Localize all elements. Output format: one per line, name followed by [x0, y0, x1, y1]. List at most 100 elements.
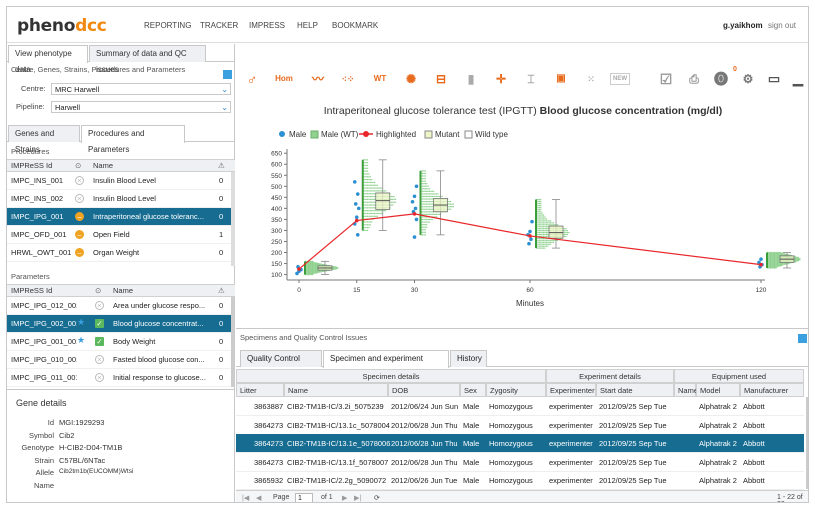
tab-quality-control[interactable]: Quality Control issues	[240, 350, 322, 379]
tab-specimen-details[interactable]: Specimen and experiment details	[323, 350, 449, 379]
ipgtt-chart[interactable]: Intraperitoneal glucose tolerance test (…	[236, 96, 809, 326]
logo[interactable]: phenodcc	[17, 16, 107, 36]
nav-tracker[interactable]: TRACKER	[200, 21, 239, 30]
panel-toggle-icon[interactable]	[223, 70, 232, 79]
highlighted-point[interactable]	[759, 262, 763, 267]
procedure-row[interactable]: IMPC_INS_002 × Insulin Blood Level 0	[7, 190, 231, 208]
box-plot-icon[interactable]: ⊟	[435, 72, 447, 86]
parameter-row[interactable]: IMPC_IPG_010_001 × Fasted blood glucose co…	[7, 351, 231, 369]
mutant-point[interactable]	[530, 219, 534, 224]
statistics-icon[interactable]: ▣	[556, 73, 566, 84]
settings-icon[interactable]: ⚙	[742, 72, 754, 86]
page-input[interactable]: 1	[295, 493, 313, 502]
column-header[interactable]: Experimenter	[546, 383, 596, 397]
tab-summary-qc[interactable]: Summary of data and QC issues	[89, 45, 206, 74]
column-header[interactable]: Start date	[596, 383, 674, 397]
mutant-point[interactable]	[355, 192, 360, 196]
highlighted-point[interactable]	[528, 234, 532, 238]
error-bar-icon[interactable]: ⌶	[527, 72, 535, 86]
mutant-point[interactable]	[352, 180, 357, 184]
swarm-icon[interactable]: ✺	[405, 72, 417, 86]
parameter-row[interactable]: IMPC_IPG_012_001 × Area under glucose resp…	[7, 297, 231, 315]
line-chart-icon[interactable]: 〰	[311, 72, 324, 86]
mutant-point[interactable]	[527, 241, 531, 246]
highlighted-point[interactable]	[297, 267, 301, 271]
points-icon[interactable]: ⁙	[587, 74, 595, 84]
mutant-point[interactable]	[529, 237, 533, 242]
column-header[interactable]: Name	[284, 383, 388, 397]
panel-toggle-icon[interactable]	[798, 334, 807, 343]
col-impress-id[interactable]: IMPReSS Id	[11, 286, 53, 295]
mutant-point[interactable]	[355, 233, 360, 237]
procedure-row[interactable]: IMPC_IPG_001 – Intraperitoneal glucose tol…	[7, 208, 231, 226]
mutant-point[interactable]	[414, 217, 419, 222]
highlighted-point[interactable]	[354, 218, 359, 223]
mutant-point[interactable]	[353, 202, 358, 206]
centre-select[interactable]: MRC Harwell ⌄	[51, 83, 231, 95]
male-filter-icon[interactable]: ♂	[246, 71, 258, 87]
column-header[interactable]: DOB	[388, 383, 460, 397]
last-page-icon[interactable]: ▶|	[354, 495, 362, 502]
mutant-point[interactable]	[412, 194, 417, 199]
alert-icon[interactable]: ⓿	[714, 71, 728, 87]
star-icon[interactable]: ★	[77, 317, 86, 327]
bar-chart-icon[interactable]: ▮	[467, 72, 475, 86]
col-name[interactable]: Name	[113, 286, 134, 295]
refresh-icon[interactable]: ⟳	[374, 495, 380, 502]
mutant-point[interactable]	[413, 206, 418, 211]
table-row[interactable]: 3863887 CIB2-TM1B-IC/3.2i_5075239 2012/06/…	[236, 397, 804, 416]
checkbox-icon[interactable]: ☑	[659, 71, 673, 87]
next-page-icon[interactable]: ▶	[342, 495, 348, 502]
tab-genes-strains[interactable]: Genes and Strains	[8, 125, 80, 154]
wt-filter-button[interactable]: WT	[373, 74, 387, 83]
nav-impress[interactable]: IMPRESS	[249, 21, 286, 30]
column-header[interactable]: Manufacturer	[740, 383, 804, 397]
column-header[interactable]: Model	[696, 383, 740, 397]
procedure-row[interactable]: IMPC_OFD_001– Open Field 1	[7, 226, 231, 244]
table-row[interactable]: 3865932 CIB2-TM1B-IC/2.2g_5090072 2012/06/…	[236, 471, 804, 490]
prev-page-icon[interactable]: ◀	[256, 495, 262, 502]
tab-view-phenotype-data[interactable]: View phenotype data	[8, 45, 88, 74]
maximize-icon[interactable]: ▭	[767, 71, 781, 86]
table-row[interactable]: 3864273 CIB2-TM1B-IC/13.1c_5078004 2012/06…	[236, 416, 804, 435]
new-button[interactable]: NEW	[610, 73, 630, 85]
print-icon[interactable]: ⎙	[689, 72, 699, 86]
parameters-scrollbar[interactable]	[231, 297, 235, 387]
parameter-row[interactable]: IMPC_IPG_002_001 ★ ✓ Blood glucose concentr…	[7, 315, 231, 333]
procedure-row[interactable]: HRWL_OWT_001– Organ Weight 0	[7, 244, 231, 262]
nav-help[interactable]: HELP	[297, 21, 318, 30]
table-row[interactable]: 3864273 CIB2-TM1B-IC/13.1f_5078007 2012/06…	[236, 453, 804, 472]
sign-out-link[interactable]: sign out	[768, 21, 797, 30]
scatter-icon[interactable]: ⁖⁘	[341, 74, 355, 84]
nav-bookmark[interactable]: BOOKMARK	[332, 21, 379, 30]
first-page-icon[interactable]: |◀	[242, 495, 250, 502]
column-header[interactable]: Zygosity	[486, 383, 546, 397]
column-header[interactable]: Sex	[460, 383, 486, 397]
pipeline-select[interactable]: Harwell ⌄	[51, 101, 231, 113]
table-row[interactable]: 3864273 CIB2-TM1B-IC/13.1e_5078006 2012/06…	[236, 434, 804, 453]
parameter-row[interactable]: IMPC_IPG_001_001 ★ ✓ Body Weight 0	[7, 333, 231, 351]
crosshair-icon[interactable]: ✛	[495, 72, 507, 86]
column-header[interactable]: Litter	[236, 383, 284, 397]
highlighted-point[interactable]	[412, 212, 417, 216]
hom-filter-button[interactable]: Hom	[275, 74, 293, 83]
mutant-point[interactable]	[528, 229, 532, 234]
column-header[interactable]: Name	[674, 383, 698, 397]
mutant-point[interactable]	[410, 199, 415, 204]
tab-procedures-parameters[interactable]: Procedures and Parameters	[81, 125, 185, 154]
col-name[interactable]: Name	[93, 161, 114, 170]
minimize-icon[interactable]: ▁	[793, 71, 803, 86]
mutant-point[interactable]	[354, 215, 359, 220]
procedure-row[interactable]: IMPC_INS_001 × Insulin Blood Level 0	[7, 172, 231, 190]
star-icon[interactable]: ★	[77, 335, 86, 345]
col-impress-id[interactable]: IMPReSS Id	[11, 161, 53, 170]
nav-reporting[interactable]: REPORTING	[144, 21, 192, 30]
parameter-row[interactable]: IMPC_IPG_011_001 × Initial response to glu…	[7, 369, 231, 387]
mutant-point[interactable]	[759, 257, 763, 261]
tab-history[interactable]: History	[450, 350, 487, 367]
specimens-scrollbar[interactable]	[806, 397, 808, 489]
mutant-point[interactable]	[412, 235, 417, 239]
procedures-scrollbar[interactable]	[231, 172, 235, 266]
mutant-point[interactable]	[356, 206, 361, 211]
mutant-point[interactable]	[414, 184, 419, 189]
